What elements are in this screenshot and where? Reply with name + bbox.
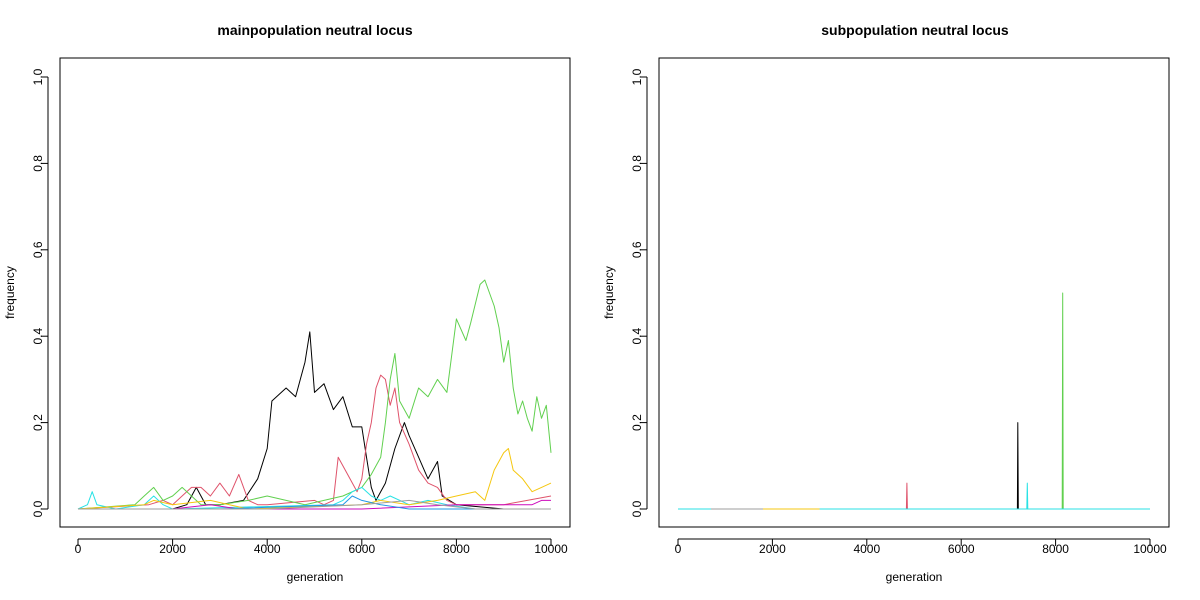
x-tick-label: 2000 <box>759 542 786 556</box>
y-tick-label: 0.8 <box>31 155 45 172</box>
x-tick-label: 2000 <box>159 542 186 556</box>
series-line-1 <box>678 482 1150 510</box>
plot-frame <box>658 57 1170 528</box>
x-tick-label: 10000 <box>534 542 568 556</box>
x-tick-label: 8000 <box>443 542 470 556</box>
x-tick-label: 4000 <box>254 542 281 556</box>
y-tick-label: 0.8 <box>630 155 644 172</box>
series-line-7 <box>78 499 551 510</box>
series-line-2 <box>678 292 1150 510</box>
x-axis-label: generation <box>287 570 344 584</box>
y-tick-label: 0.4 <box>630 328 644 345</box>
series-line-4 <box>77 448 552 510</box>
panel-mainpopulation: mainpopulation neutral locus 0 2000 4000 600… <box>3 22 571 584</box>
y-axis-label: frequency <box>602 266 616 319</box>
series-line-6 <box>78 495 551 510</box>
series-line-0 <box>78 331 551 510</box>
plot-frame <box>59 57 571 528</box>
x-axis-label: generation <box>886 570 943 584</box>
x-tick-label: 0 <box>675 542 682 556</box>
series-line-0 <box>678 422 1150 510</box>
y-tick-label: 1.0 <box>31 68 45 85</box>
x-tick-label: 8000 <box>1042 542 1069 556</box>
y-tick-label: 0.6 <box>630 241 644 258</box>
x-tick-label: 0 <box>75 542 82 556</box>
x-tick-label: 6000 <box>948 542 975 556</box>
y-tick-label: 0.0 <box>630 500 644 517</box>
y-tick-label: 0.4 <box>31 328 45 345</box>
y-tick-label: 0.2 <box>630 414 644 431</box>
x-tick-label: 6000 <box>348 542 375 556</box>
chart-title: subpopulation neutral locus <box>821 22 1009 38</box>
series-line-5 <box>78 499 551 510</box>
y-tick-label: 0.6 <box>31 241 45 258</box>
y-axis-label: frequency <box>3 266 17 319</box>
x-tick-label: 4000 <box>853 542 880 556</box>
y-tick-label: 0.2 <box>31 414 45 431</box>
chart-title: mainpopulation neutral locus <box>217 22 412 38</box>
y-tick-label: 1.0 <box>630 68 644 85</box>
panel-subpopulation: subpopulation neutral locus 0 2000 4000 6000… <box>602 22 1170 584</box>
y-tick-label: 0.0 <box>31 500 45 517</box>
series-line-1 <box>77 374 552 510</box>
series-line-3 <box>678 482 1150 510</box>
series-line-2 <box>77 279 552 510</box>
x-tick-label: 10000 <box>1133 542 1167 556</box>
